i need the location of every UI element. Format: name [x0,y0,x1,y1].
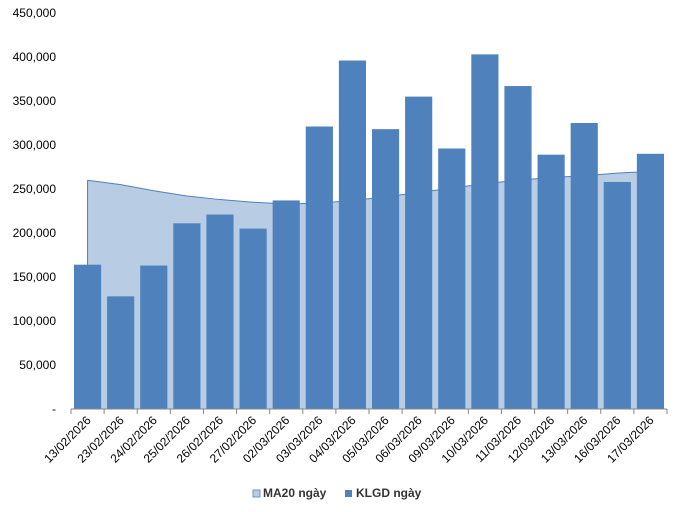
klgd-bar [272,200,300,409]
klgd-bar [504,86,532,409]
y-tick-label: 100,000 [13,314,57,328]
ma20-area-layer [87,170,651,409]
klgd-bar [636,153,665,409]
legend-label-klgd: KLGD ngày [356,486,422,500]
klgd-bar [173,223,201,409]
axis-layer [70,408,668,414]
y-tick-label: 250,000 [13,182,57,196]
klgd-bar [305,126,333,410]
klgd-bar [471,54,499,410]
legend: MA20 ngày KLGD ngày [252,486,422,500]
y-tick-label: 50,000 [19,358,56,372]
legend-label-ma20: MA20 ngày [263,486,327,500]
klgd-bar [338,60,367,410]
klgd-bar [570,123,598,409]
klgd-bar [603,181,631,409]
y-tick-label: 350,000 [13,94,57,108]
klgd-bar [206,214,234,409]
legend-swatch-klgd [345,490,352,497]
y-tick-label: 150,000 [13,270,57,284]
klgd-bar [537,154,565,409]
ma20-area [87,171,651,409]
y-tick-label: 300,000 [13,138,57,152]
klgd-bar [73,264,102,409]
y-axis-labels: - 50,000 100,000 150,000 200,000 250,000 300,0… [13,6,57,416]
klgd-bar [140,265,168,409]
y-tick-label: - [52,402,56,416]
klgd-bar [405,96,433,409]
y-tick-label: 450,000 [13,6,57,20]
x-axis-labels: 13/02/202623/02/202624/02/202625/02/2026… [41,413,656,466]
klgd-bar [107,296,135,409]
klgd-bar [239,228,267,409]
klgd-bar-layer [73,54,665,410]
klgd-bar [371,129,400,409]
y-tick-label: 400,000 [13,50,57,64]
y-tick-label: 200,000 [13,226,57,240]
klgd-bar [438,148,466,409]
legend-swatch-ma20 [252,489,261,498]
